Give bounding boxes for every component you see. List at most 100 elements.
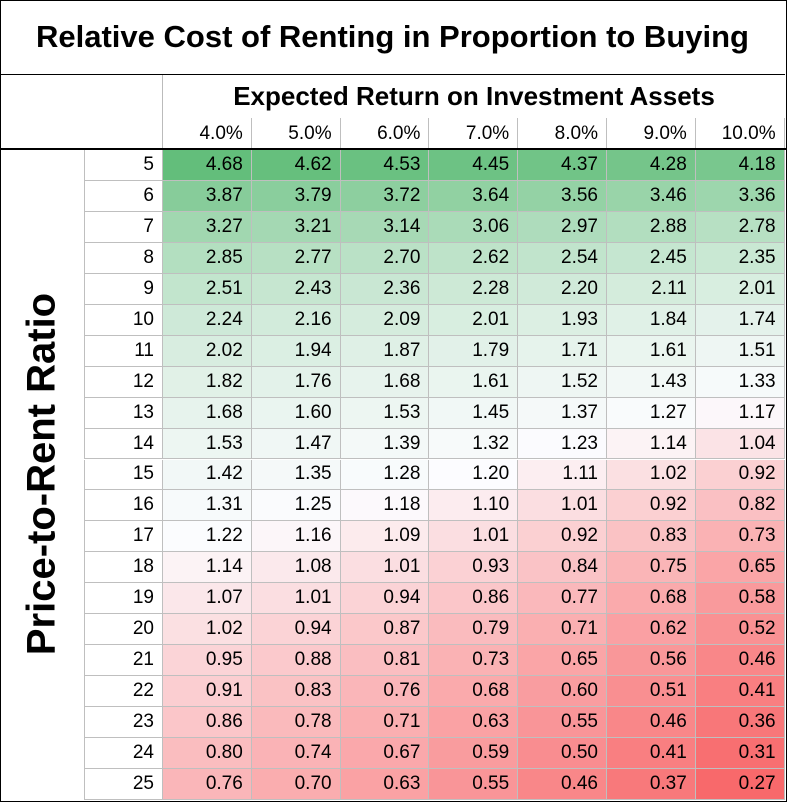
row-header: 25 [84,769,163,800]
heatmap-cell: 2.85 [163,242,252,274]
heatmap-cell: 4.28 [607,150,696,181]
row-header: 19 [84,583,163,615]
heatmap-cell: 0.75 [607,552,696,584]
row-header: 22 [84,676,163,708]
heatmap-cell: 4.37 [518,150,607,181]
heatmap-cell: 0.63 [340,769,430,800]
row-header: 13 [84,397,163,429]
heatmap-cell: 0.65 [518,645,607,677]
heatmap-cell: 3.79 [251,180,341,212]
heatmap-cell: 0.80 [163,738,252,769]
heatmap-cell: 1.14 [607,428,696,460]
heatmap-cell: 0.74 [251,738,341,769]
heatmap-cell: 2.01 [429,304,519,336]
heatmap-cell: 1.43 [607,366,696,398]
heatmap-cell: 1.07 [163,583,252,615]
heatmap-cell: 1.76 [251,366,341,398]
heatmap-cell: 0.76 [163,769,252,800]
heatmap-cell: 0.92 [607,490,696,522]
heatmap-cell: 1.71 [518,335,607,367]
heatmap-cell: 4.18 [695,150,785,181]
heatmap-cell: 1.25 [251,490,341,522]
heatmap-cell: 2.01 [695,273,785,305]
heatmap-cell: 0.60 [518,676,607,708]
heatmap-cell: 0.94 [251,614,341,646]
heatmap-cell: 0.46 [518,769,607,800]
heatmap-cell: 2.35 [695,242,785,274]
heatmap-cell: 1.27 [607,397,696,429]
heatmap-cell: 1.23 [518,428,607,460]
heatmap-cell: 0.65 [695,552,785,584]
heatmap-cell: 1.60 [251,397,341,429]
heatmap-cell: 2.11 [607,273,696,305]
heatmap-cell: 4.45 [429,150,519,181]
heatmap-cell: 2.88 [607,211,696,243]
heatmap-cell: 1.33 [695,366,785,398]
heatmap-cell: 3.87 [163,180,252,212]
heatmap-cell: 1.02 [163,614,252,646]
heatmap-cell: 1.61 [607,335,696,367]
heatmap-cell: 0.41 [607,738,696,769]
column-header: 10.0% [696,118,785,149]
heatmap-cell: 0.87 [340,614,430,646]
heatmap-cell: 1.53 [340,397,430,429]
heatmap-cell: 0.46 [607,707,696,739]
heatmap-cell: 2.02 [163,335,252,367]
heatmap-cell: 1.39 [340,428,430,460]
heatmap-cell: 2.77 [251,242,341,274]
row-header: 5 [84,150,163,181]
heatmap-cell: 1.32 [429,428,519,460]
heatmap-cell: 0.46 [695,645,785,677]
heatmap-cell: 0.55 [429,769,519,800]
heatmap-cell: 0.67 [340,738,430,769]
row-header: 9 [84,273,163,305]
heatmap-cell: 0.84 [518,552,607,584]
heatmap-cell: 1.79 [429,335,519,367]
row-header: 20 [84,614,163,646]
heatmap-cell: 4.68 [163,150,252,181]
column-header: 7.0% [429,118,519,149]
heatmap-cell: 2.97 [518,211,607,243]
heatmap-cell: 1.51 [695,335,785,367]
heatmap-cell: 1.09 [340,521,430,553]
heatmap-cell: 1.61 [429,366,519,398]
row-header: 14 [84,428,163,460]
heatmap-cell: 1.14 [163,552,252,584]
heatmap-cell: 1.35 [251,459,341,491]
heatmap-cell: 0.52 [695,614,785,646]
heatmap-cell: 1.94 [251,335,341,367]
heatmap-cell: 1.01 [340,552,430,584]
heatmap-cell: 0.77 [518,583,607,615]
column-header: 5.0% [252,118,341,149]
heatmap-cell: 3.46 [607,180,696,212]
heatmap-cell: 0.68 [429,676,519,708]
heatmap-cell: 0.92 [695,459,785,491]
row-header: 15 [84,459,163,491]
heatmap-cell: 1.22 [163,521,252,553]
heatmap-cell: 1.37 [518,397,607,429]
heatmap-cell: 2.51 [163,273,252,305]
heatmap-cell: 0.59 [429,738,519,769]
heatmap-cell: 4.53 [340,150,430,181]
heatmap-cell: 0.37 [607,769,696,800]
heatmap-cell: 3.64 [429,180,519,212]
column-header: 6.0% [341,118,430,149]
heatmap-cell: 3.72 [340,180,430,212]
heatmap-cell: 0.73 [429,645,519,677]
heatmap-cell: 2.16 [251,304,341,336]
heatmap-cell: 1.42 [163,459,252,491]
heatmap-cell: 1.74 [695,304,785,336]
heatmap-cell: 3.56 [518,180,607,212]
row-header: 11 [84,335,163,367]
header-corner [0,75,163,149]
heatmap-cell: 0.27 [695,769,785,800]
heatmap-cell: 1.84 [607,304,696,336]
heatmap-cell: 1.82 [163,366,252,398]
heatmap-cell: 1.47 [251,428,341,460]
heatmap-cell: 1.02 [607,459,696,491]
heatmap-cell: 1.01 [429,521,519,553]
heatmap-cell: 0.86 [429,583,519,615]
row-header: 12 [84,366,163,398]
heatmap-cell: 0.63 [429,707,519,739]
